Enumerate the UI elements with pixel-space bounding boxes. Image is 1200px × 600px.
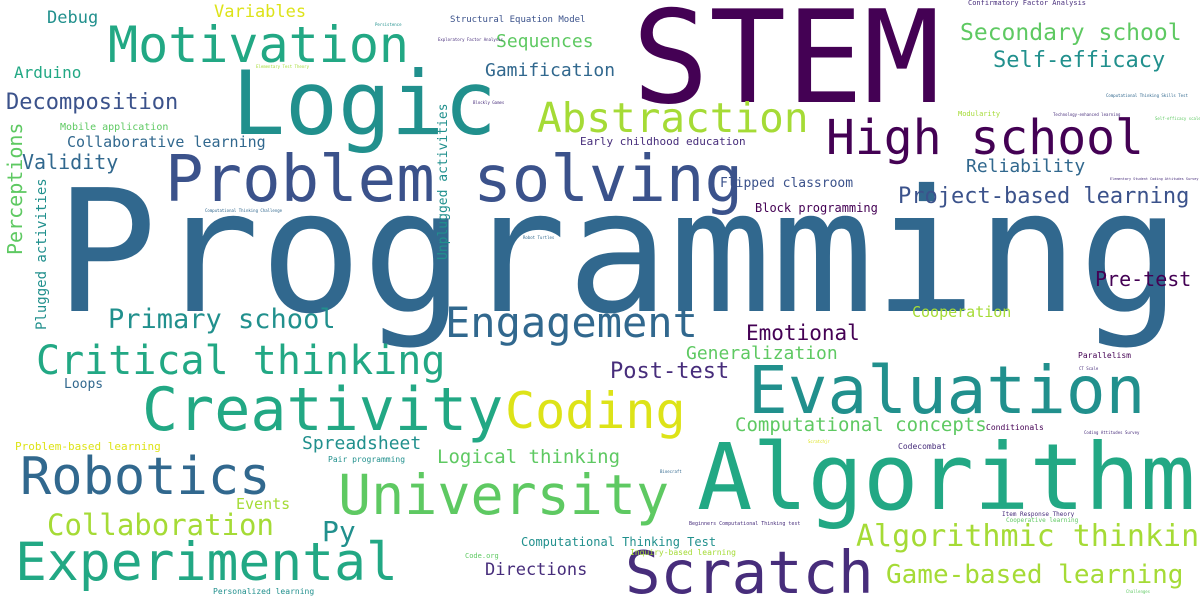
word-critical-thinking: Critical thinking <box>36 338 446 384</box>
word-self-efficacy-scale: Self-efficacy scale <box>1155 116 1200 121</box>
word-computational-thinking-challenge: Computational Thinking Challenge <box>205 208 283 213</box>
word-py: Py <box>322 515 356 548</box>
word-codecombat: Codecombat <box>898 442 947 451</box>
word-self-efficacy: Self-efficacy <box>993 48 1166 73</box>
word-problem-based-learning: Problem-based learning <box>15 440 161 453</box>
word-stem: STEM <box>632 0 941 133</box>
word-conditionals: Conditionals <box>986 423 1044 432</box>
word-directions: Directions <box>485 560 588 580</box>
word-exploratory-factor-analysis: Exploratory Factor Analysis <box>438 37 504 42</box>
word-cooperative-learning: Cooperative learning <box>1006 517 1079 524</box>
word-evaluation: Evaluation <box>748 352 1146 429</box>
word-computational-thinking-test: Computational Thinking Test <box>521 535 717 549</box>
word-generalization: Generalization <box>686 343 838 364</box>
word-abstraction: Abstraction <box>537 94 809 142</box>
word-primary-school: Primary school <box>108 304 336 335</box>
word-item-response-theory: Item Response Theory <box>1002 511 1075 518</box>
word-creativity: Creativity <box>142 375 504 445</box>
word-ct-scale: CT Scale <box>1079 366 1099 371</box>
word-engagement: Engagement <box>445 298 698 347</box>
word-secondary-school: Secondary school <box>960 20 1182 46</box>
word-robot-turtles: Robot Turtles <box>523 235 555 240</box>
word-logical-thinking: Logical thinking <box>437 446 621 468</box>
word-code-org: Code.org <box>465 552 499 560</box>
word-plugged-activities: Plugged activities <box>34 178 50 330</box>
word-project-based-learning: Project-based learning <box>898 184 1190 209</box>
word-debug: Debug <box>47 8 99 28</box>
word-perceptions: Perceptions <box>3 122 27 255</box>
word-block-programming: Block programming <box>755 201 878 215</box>
word-events: Events <box>236 495 291 513</box>
word-high-school: High school <box>826 110 1144 166</box>
word-reliability: Reliability <box>966 156 1086 177</box>
word-confirmatory-factor-analysis: Confirmatory Factor Analysis <box>968 0 1087 7</box>
word-flipped-classroom: Flipped classroom <box>720 176 854 191</box>
word-spreadsheet: Spreadsheet <box>302 433 422 454</box>
word-programming: Programming <box>55 154 1181 352</box>
word-emotional: Emotional <box>746 321 860 345</box>
word-collaborative-learning: Collaborative learning <box>67 133 266 151</box>
word-scratch: Scratch <box>625 538 874 600</box>
word-pair-programming: Pair programming <box>328 455 406 464</box>
word-pre-test: Pre-test <box>1095 267 1192 291</box>
word-algorithmic-thinking: Algorithmic thinking <box>856 519 1200 554</box>
word-elementary-test-theory: Elementary Test Theory <box>256 64 309 69</box>
word-computational-concepts: Computational concepts <box>735 414 987 436</box>
word-modularity: Modularity <box>958 110 1001 118</box>
word-robotics: Robotics <box>20 447 271 507</box>
word-unplugged-activities: Unplugged activities <box>436 103 451 260</box>
word-variables: Variables <box>214 2 307 22</box>
word-problem-solving: Problem solving <box>165 143 743 217</box>
word-mobile-application: Mobile application <box>60 122 169 133</box>
word-experimental: Experimental <box>15 532 398 593</box>
word-parallelism: Parallelism <box>1078 351 1131 360</box>
word-coding: Coding <box>505 382 686 440</box>
word-decomposition: Decomposition <box>6 90 179 115</box>
word-challenges: Challenges <box>1126 589 1151 594</box>
word-structural-equation-model: Structural Equation Model <box>450 15 586 25</box>
word-arduino: Arduino <box>14 63 82 82</box>
word-early-childhood-education: Early childhood education <box>580 135 746 148</box>
word-computational-thinking-skills-test: Computational Thinking Skills Test <box>1106 93 1188 98</box>
word-personalized-learning: Personalized learning <box>213 587 315 596</box>
word-gamification: Gamification <box>485 60 616 81</box>
word-beginners-computational-thinking-test: Beginners Computational Thinking test <box>689 521 801 527</box>
word-university: University <box>338 463 670 527</box>
word-loops: Loops <box>64 377 104 392</box>
word-elementary-student-coding-attitudes-survey: Elementary Student Coding Attitudes Surv… <box>1110 177 1199 181</box>
word-persistence: Persistence <box>375 22 402 27</box>
word-logic: Logic <box>232 52 497 155</box>
word-motivation: Motivation <box>108 16 410 74</box>
word-coding-attitudes-survey: Coding Attitudes Survey <box>1084 430 1140 435</box>
word-inquiry-based-learning: Inquiry-based learning <box>630 548 736 557</box>
word-post-test: Post-test <box>610 359 730 384</box>
word-collaboration: Collaboration <box>47 508 274 542</box>
word-algorithm: Algorithm <box>697 424 1196 531</box>
word-game-based-learning: Game-based learning <box>886 560 1184 590</box>
word-cooperation: Cooperation <box>912 303 1012 321</box>
word-scratchjr: Scratchjr <box>808 439 830 444</box>
word-blockly-games: Blockly Games <box>473 100 505 105</box>
word-validity: Validity <box>22 150 119 174</box>
word-bioecraft: Bioecraft <box>660 469 682 474</box>
word-sequences: Sequences <box>496 31 594 52</box>
word-technology-enhanced-learning: Technology-enhanced learning <box>1053 112 1121 117</box>
